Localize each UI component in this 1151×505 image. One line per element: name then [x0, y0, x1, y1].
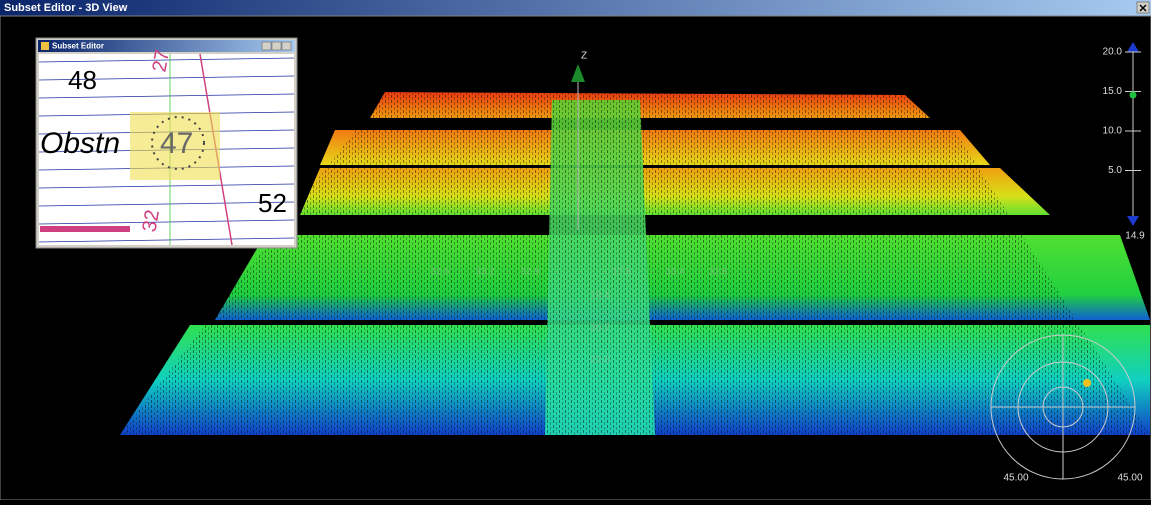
scale-current: 14.9	[1125, 231, 1145, 242]
close-button[interactable]	[1137, 2, 1149, 13]
scene-label: 33.4	[665, 267, 685, 278]
page: {"window": {"title": "Subset Editor - 3D…	[0, 0, 1151, 500]
chart-label: 32	[138, 208, 164, 234]
window: Subset Editor - 3D View Z 32.6 33.2 32.9 17…	[0, 0, 1151, 500]
chart-label: 27	[148, 48, 174, 74]
scene-label: 20.2	[590, 323, 610, 334]
compass-label: 45.00	[1003, 473, 1028, 484]
axis-label: Z	[581, 51, 587, 62]
inset-title: Subset Editor	[52, 42, 104, 51]
scene-label: 18.4	[590, 291, 610, 302]
scene-label: 17.6	[612, 267, 632, 278]
scene-label: 33.2	[475, 267, 495, 278]
scene-label: 32.6	[430, 267, 450, 278]
scale-label: 5.0	[1108, 165, 1122, 176]
chart-label: 47	[160, 127, 193, 160]
inset-buttons[interactable]	[262, 42, 291, 50]
scale-label: 15.0	[1103, 86, 1123, 97]
window-title: Subset Editor - 3D View	[4, 2, 128, 14]
scene-label: 32.6	[708, 267, 728, 278]
scale-label: 20.0	[1103, 47, 1123, 58]
scale-label: 10.0	[1103, 126, 1123, 137]
scene-label: 32.9	[520, 267, 540, 278]
compass-label: 45.00	[1117, 473, 1142, 484]
scene-label: 22.0	[590, 355, 610, 366]
inset-window: Subset Editor 48 27 Obstn 47 52 32	[36, 38, 297, 248]
chart-label: 48	[68, 65, 97, 95]
chart-label: 52	[258, 188, 287, 218]
title-bar	[0, 0, 1151, 16]
chart-label: Obstn	[40, 127, 120, 160]
